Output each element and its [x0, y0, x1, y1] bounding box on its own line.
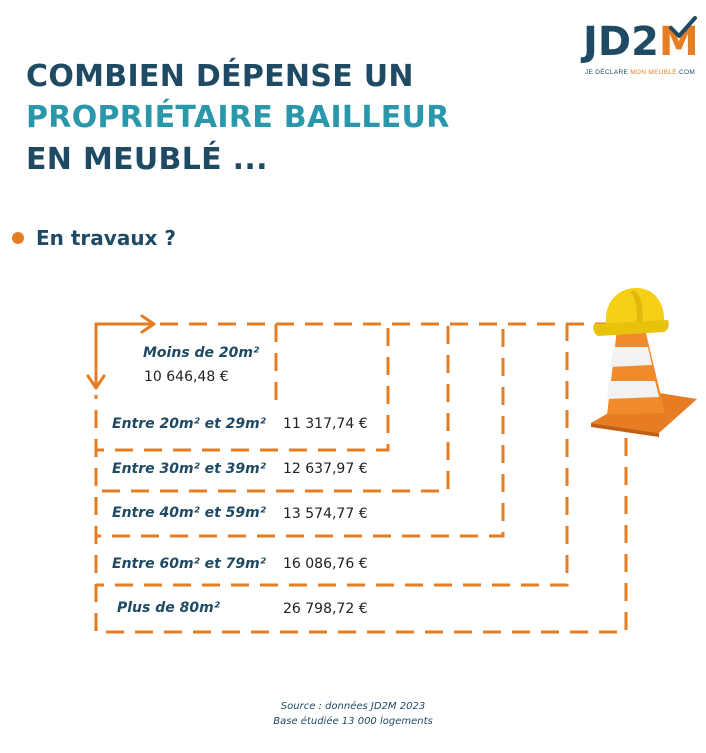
traffic-cone-icon [591, 329, 697, 437]
row-label-plus-80: Plus de 80m² [117, 600, 220, 616]
row-value-60-79: 16 086,76 € [283, 556, 368, 572]
row-value-plus-80: 26 798,72 € [283, 601, 368, 617]
logo: JD2M [583, 22, 699, 62]
source-line-2: Base étudiée 13 000 logements [273, 716, 433, 727]
source-line-1: Source : données JD2M 2023 [280, 701, 426, 712]
row-value-20-29: 11 317,74 € [283, 416, 368, 432]
logo-tagline: JE DÉCLARE MON MEUBLÉ.COM [585, 69, 696, 76]
row-label-40-59: Entre 40m² et 59m² [112, 505, 266, 521]
title-line-1: COMBIEN DÉPENSE UN [26, 59, 414, 94]
hard-hat-icon [593, 288, 669, 336]
box-outline-5 [96, 322, 569, 587]
row-label-moins-20: Moins de 20m² [143, 345, 260, 361]
row-label-20-29: Entre 20m² et 29m² [112, 416, 266, 432]
subtitle: En travaux ? [36, 226, 177, 250]
logo-accent: M [658, 19, 699, 65]
bullet-dot [12, 232, 24, 244]
title-line-2: PROPRIÉTAIRE BAILLEUR [26, 100, 450, 135]
box-outline-4 [96, 322, 505, 538]
row-value-30-39: 12 637,97 € [283, 461, 368, 477]
checkmark-icon [669, 16, 697, 38]
box-outline-1 [160, 322, 278, 400]
row-value-moins-20: 10 646,48 € [144, 369, 229, 385]
box-outline-2 [96, 322, 390, 452]
row-label-60-79: Entre 60m² et 79m² [112, 556, 266, 572]
row-label-30-39: Entre 30m² et 39m² [112, 461, 266, 477]
corner-arrows-icon [86, 314, 156, 390]
logo-main: JD2 [583, 19, 659, 65]
title-line-3: EN MEUBLÉ ... [26, 142, 268, 177]
row-value-40-59: 13 574,77 € [283, 506, 368, 522]
